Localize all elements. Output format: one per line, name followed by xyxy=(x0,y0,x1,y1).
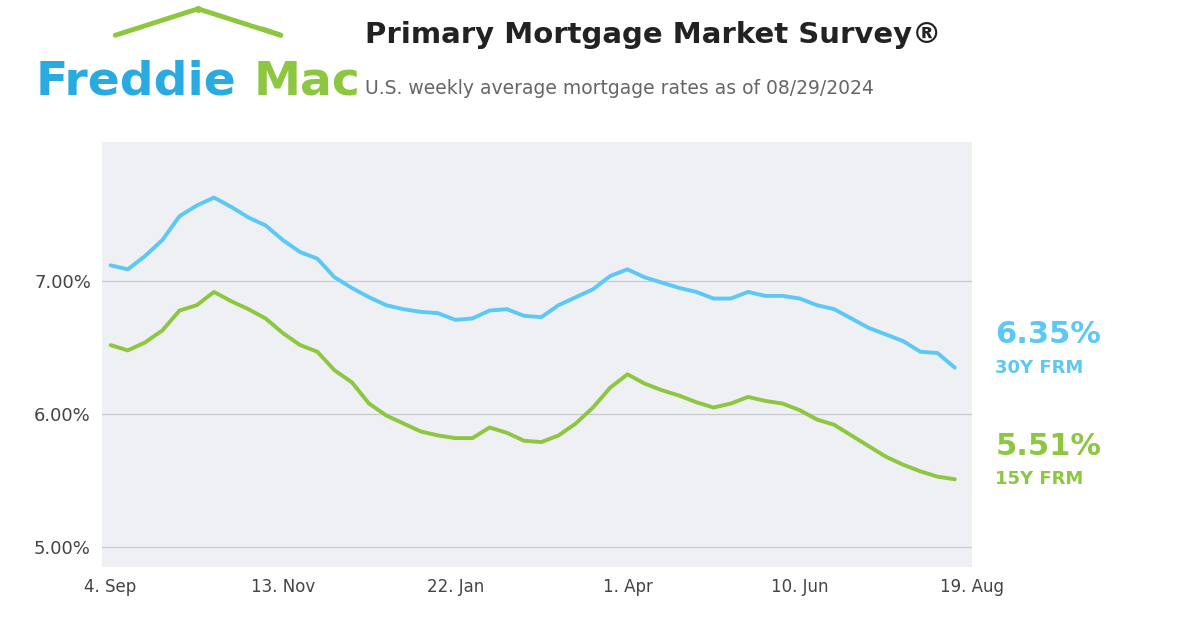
Text: 5.51%: 5.51% xyxy=(995,432,1102,461)
Text: U.S. weekly average mortgage rates as of 08/29/2024: U.S. weekly average mortgage rates as of… xyxy=(365,79,874,98)
Text: Mac: Mac xyxy=(254,59,361,105)
Text: 15Y FRM: 15Y FRM xyxy=(995,470,1084,488)
Text: 6.35%: 6.35% xyxy=(995,320,1102,349)
Text: 30Y FRM: 30Y FRM xyxy=(995,358,1084,377)
Text: Freddie: Freddie xyxy=(36,59,236,105)
Text: Primary Mortgage Market Survey®: Primary Mortgage Market Survey® xyxy=(365,21,941,49)
